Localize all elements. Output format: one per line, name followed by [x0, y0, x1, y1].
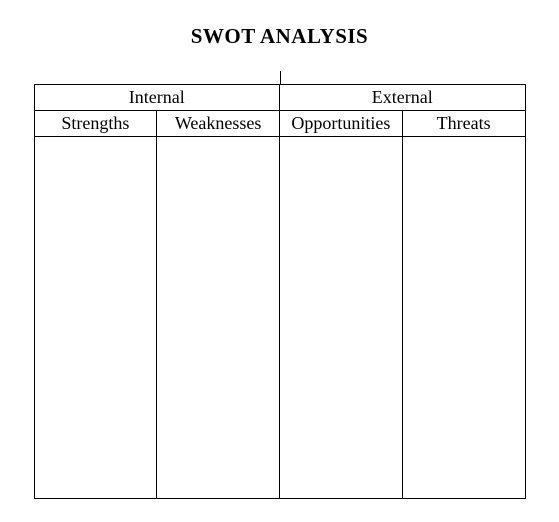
group-header-row: Internal External — [34, 85, 525, 111]
group-internal: Internal — [34, 85, 280, 111]
swot-table: Internal External Strengths Weaknesses O… — [34, 84, 526, 499]
cell-threats — [402, 137, 525, 499]
quadrant-header-row: Strengths Weaknesses Opportunities Threa… — [34, 111, 525, 137]
page-title: SWOT ANALYSIS — [0, 24, 559, 49]
cell-strengths — [34, 137, 157, 499]
header-weaknesses: Weaknesses — [157, 111, 280, 137]
center-tick — [280, 71, 281, 85]
group-external: External — [280, 85, 526, 111]
cell-weaknesses — [157, 137, 280, 499]
header-threats: Threats — [402, 111, 525, 137]
cell-opportunities — [280, 137, 403, 499]
header-opportunities: Opportunities — [280, 111, 403, 137]
header-strengths: Strengths — [34, 111, 157, 137]
body-row — [34, 137, 525, 499]
